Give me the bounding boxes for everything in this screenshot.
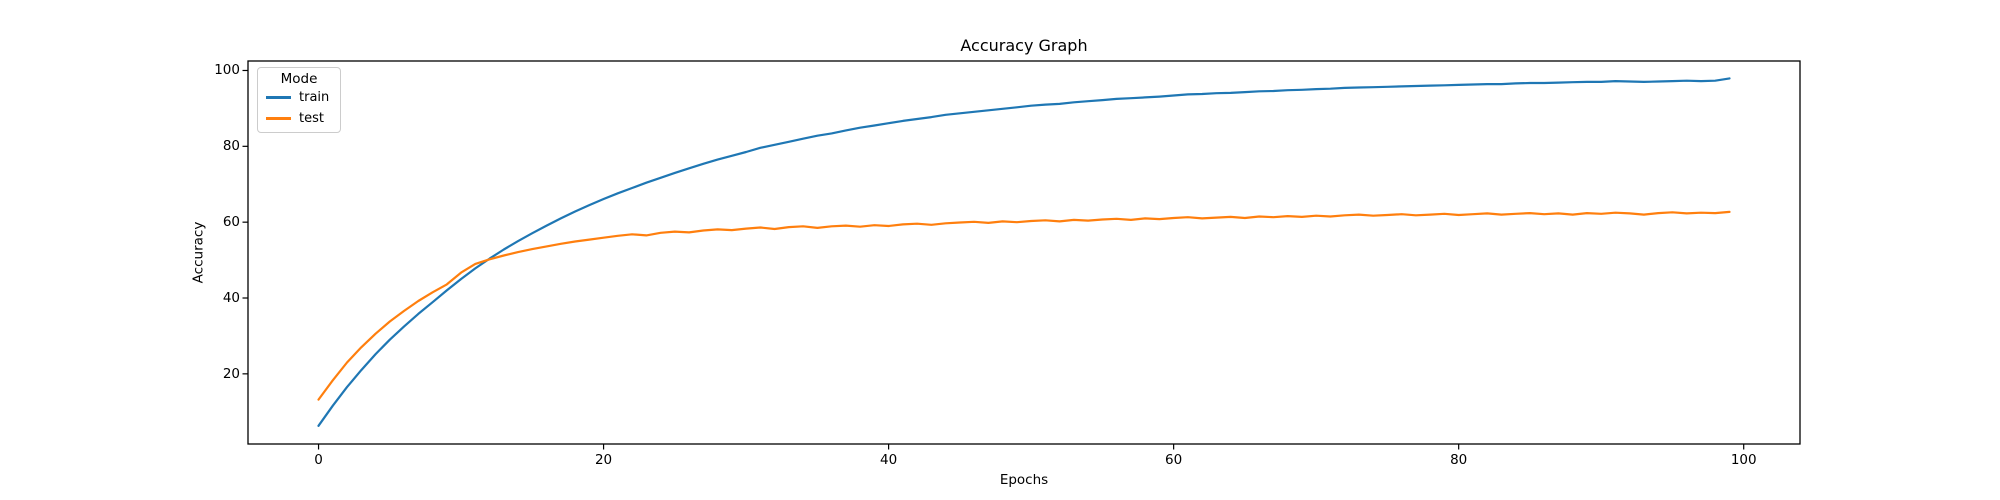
x-tick-label: 60 [1165,452,1183,468]
x-tick-label: 100 [1730,452,1757,468]
x-axis-label: Epochs [999,472,1049,488]
y-tick-label: 100 [214,62,240,79]
y-tick-label: 80 [222,138,240,155]
test-line-swatch [266,117,291,120]
y-tick-label: 40 [222,290,240,306]
legend-entry-test: test [258,108,340,129]
x-tick-label: 0 [314,452,323,468]
legend-label-test: test [299,111,324,126]
x-tick-label: 80 [1450,452,1468,468]
legend-label-train: train [299,90,330,105]
x-tick-label: 20 [594,452,613,468]
legend-title: Mode [280,71,318,87]
chart-title: Accuracy Graph [960,36,1088,55]
legend: Mode train test [257,67,341,133]
train-line-swatch [266,96,291,99]
y-tick-label: 20 [222,365,240,382]
legend-entry-train: train [258,87,340,108]
y-tick-label: 60 [222,214,240,231]
x-tick-label: 40 [880,452,898,468]
